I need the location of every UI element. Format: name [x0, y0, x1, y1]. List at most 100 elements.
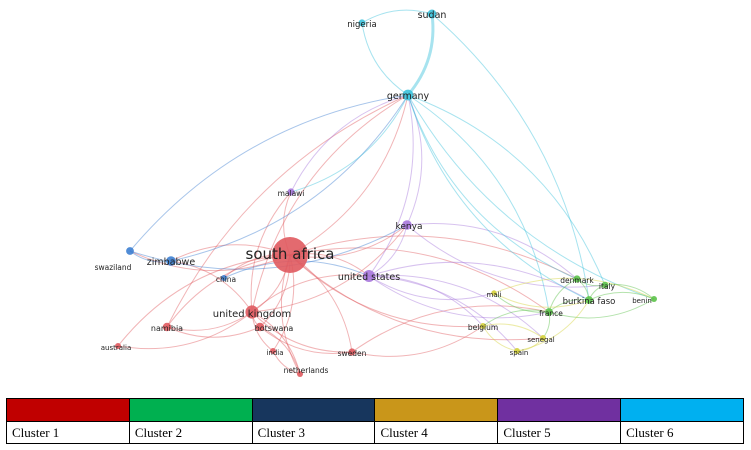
- link-malawi-germany: [290, 94, 409, 193]
- node-sweden[interactable]: [348, 348, 356, 356]
- node-south-africa[interactable]: [272, 237, 308, 273]
- label-spain: spain: [510, 349, 529, 357]
- link-south-africa-germany: [289, 94, 409, 256]
- cluster-5-label: Cluster 5: [497, 421, 622, 444]
- node-india[interactable]: [270, 348, 276, 354]
- link-france-benin: [548, 298, 655, 319]
- link-kenya-germany: [406, 94, 423, 226]
- link-germany-burkina-faso: [407, 94, 590, 301]
- link-germany-benin: [407, 94, 655, 300]
- node-denmark[interactable]: [573, 275, 581, 283]
- cluster-5-swatch: [497, 398, 622, 422]
- link-united-states-senegal: [368, 274, 544, 339]
- link-united-states-germany: [368, 94, 414, 277]
- link-germany-nigeria: [361, 22, 409, 96]
- node-spain[interactable]: [514, 348, 520, 354]
- node-china[interactable]: [221, 275, 227, 281]
- link-belgium-senegal: [482, 323, 544, 339]
- node-botswana[interactable]: [255, 322, 265, 332]
- node-united-kingdom[interactable]: [245, 305, 259, 319]
- node-malawi[interactable]: [287, 188, 295, 196]
- cluster-6-label: Cluster 6: [620, 421, 744, 444]
- label-netherlands: netherlands: [284, 366, 329, 375]
- node-sudan[interactable]: [427, 9, 437, 19]
- node-burkina-faso[interactable]: [585, 296, 593, 304]
- link-united-states-mali: [368, 275, 495, 301]
- link-united-states-kenya: [368, 224, 408, 277]
- node-namibia[interactable]: [162, 322, 172, 332]
- label-united-kingdom: united kingdom: [213, 309, 292, 320]
- cluster-2-swatch: [128, 398, 253, 422]
- label-india: india: [266, 349, 283, 357]
- link-united-kingdom-namibia: [166, 311, 253, 331]
- cluster-3-label: Cluster 3: [251, 421, 376, 444]
- link-united-kingdom-sweden: [251, 311, 353, 353]
- link-united-kingdom-netherlands: [251, 311, 301, 375]
- label-china: china: [216, 275, 236, 284]
- links-layer: [117, 9, 655, 375]
- cluster-2-label: Cluster 2: [128, 421, 253, 444]
- cluster-1-swatch: [6, 398, 130, 422]
- label-zimbabwe: zimbabwe: [147, 257, 196, 268]
- label-sudan: sudan: [418, 10, 447, 21]
- link-united-states-belgium: [368, 275, 484, 327]
- link-burkina-faso-benin: [588, 291, 655, 301]
- node-mali[interactable]: [491, 290, 497, 296]
- link-botswana-netherlands: [259, 326, 301, 375]
- link-india-netherlands: [272, 350, 301, 375]
- node-netherlands[interactable]: [297, 371, 303, 377]
- link-france-mali: [493, 292, 550, 313]
- link-south-africa-france: [289, 247, 550, 313]
- node-zimbabwe[interactable]: [166, 256, 176, 266]
- legend-swatch-row: [6, 398, 744, 422]
- cluster-1-label: Cluster 1: [6, 421, 130, 444]
- label-nigeria: nigeria: [347, 20, 376, 30]
- link-united-kingdom-germany: [251, 94, 409, 313]
- label-belgium: belgium: [468, 323, 498, 332]
- link-botswana-sweden: [259, 326, 353, 354]
- link-south-africa-swaziland: [129, 250, 291, 272]
- link-sudan-nigeria: [361, 9, 433, 24]
- link-sudan-burkina-faso: [431, 13, 590, 301]
- link-united-states-burkina-faso: [368, 261, 590, 301]
- cluster-legend: Cluster 1 Cluster 2 Cluster 3 Cluster 4 …: [6, 398, 744, 444]
- node-italy[interactable]: [601, 281, 609, 289]
- cluster-6-swatch: [620, 398, 744, 422]
- link-italy-benin: [604, 283, 655, 300]
- link-swaziland-germany: [129, 94, 409, 252]
- label-united-states: united states: [338, 272, 400, 283]
- node-swaziland[interactable]: [126, 247, 134, 255]
- link-united-kingdom-kenya: [251, 224, 408, 313]
- nodes-layer: [115, 9, 657, 377]
- node-australia[interactable]: [115, 343, 121, 349]
- link-germany-sudan: [406, 13, 435, 96]
- node-senegal[interactable]: [540, 335, 546, 341]
- link-united-kingdom-united-states: [251, 274, 370, 313]
- labels-layer: south africa united kingdom namibia botswan…: [95, 10, 652, 375]
- link-germany-france: [407, 94, 550, 313]
- label-swaziland: swaziland: [95, 263, 132, 272]
- link-kenya-italy: [406, 224, 606, 288]
- node-united-states[interactable]: [363, 270, 375, 282]
- legend-label-row: Cluster 1 Cluster 2 Cluster 3 Cluster 4 …: [6, 421, 744, 444]
- link-spain-burkina-faso: [516, 299, 590, 352]
- label-namibia: namibia: [151, 324, 183, 333]
- node-nigeria[interactable]: [358, 19, 366, 27]
- link-france-belgium: [482, 309, 550, 327]
- link-namibia-germany: [166, 94, 409, 328]
- label-sweden: sweden: [338, 349, 367, 358]
- link-south-africa-australia: [117, 254, 291, 347]
- link-namibia-botswana: [166, 326, 261, 338]
- node-germany[interactable]: [402, 89, 414, 101]
- label-mali: mali: [487, 291, 502, 299]
- node-benin[interactable]: [651, 296, 657, 302]
- link-sweden-france: [351, 305, 550, 353]
- label-south-africa: south africa: [246, 245, 335, 263]
- node-france[interactable]: [545, 308, 553, 316]
- node-belgium[interactable]: [480, 323, 486, 329]
- link-mali-burkina-faso: [493, 292, 590, 308]
- network-map: south africa united kingdom namibia botswan…: [95, 9, 657, 377]
- cluster-4-swatch: [374, 398, 499, 422]
- node-kenya[interactable]: [402, 220, 412, 230]
- link-belgium-spain: [482, 325, 518, 352]
